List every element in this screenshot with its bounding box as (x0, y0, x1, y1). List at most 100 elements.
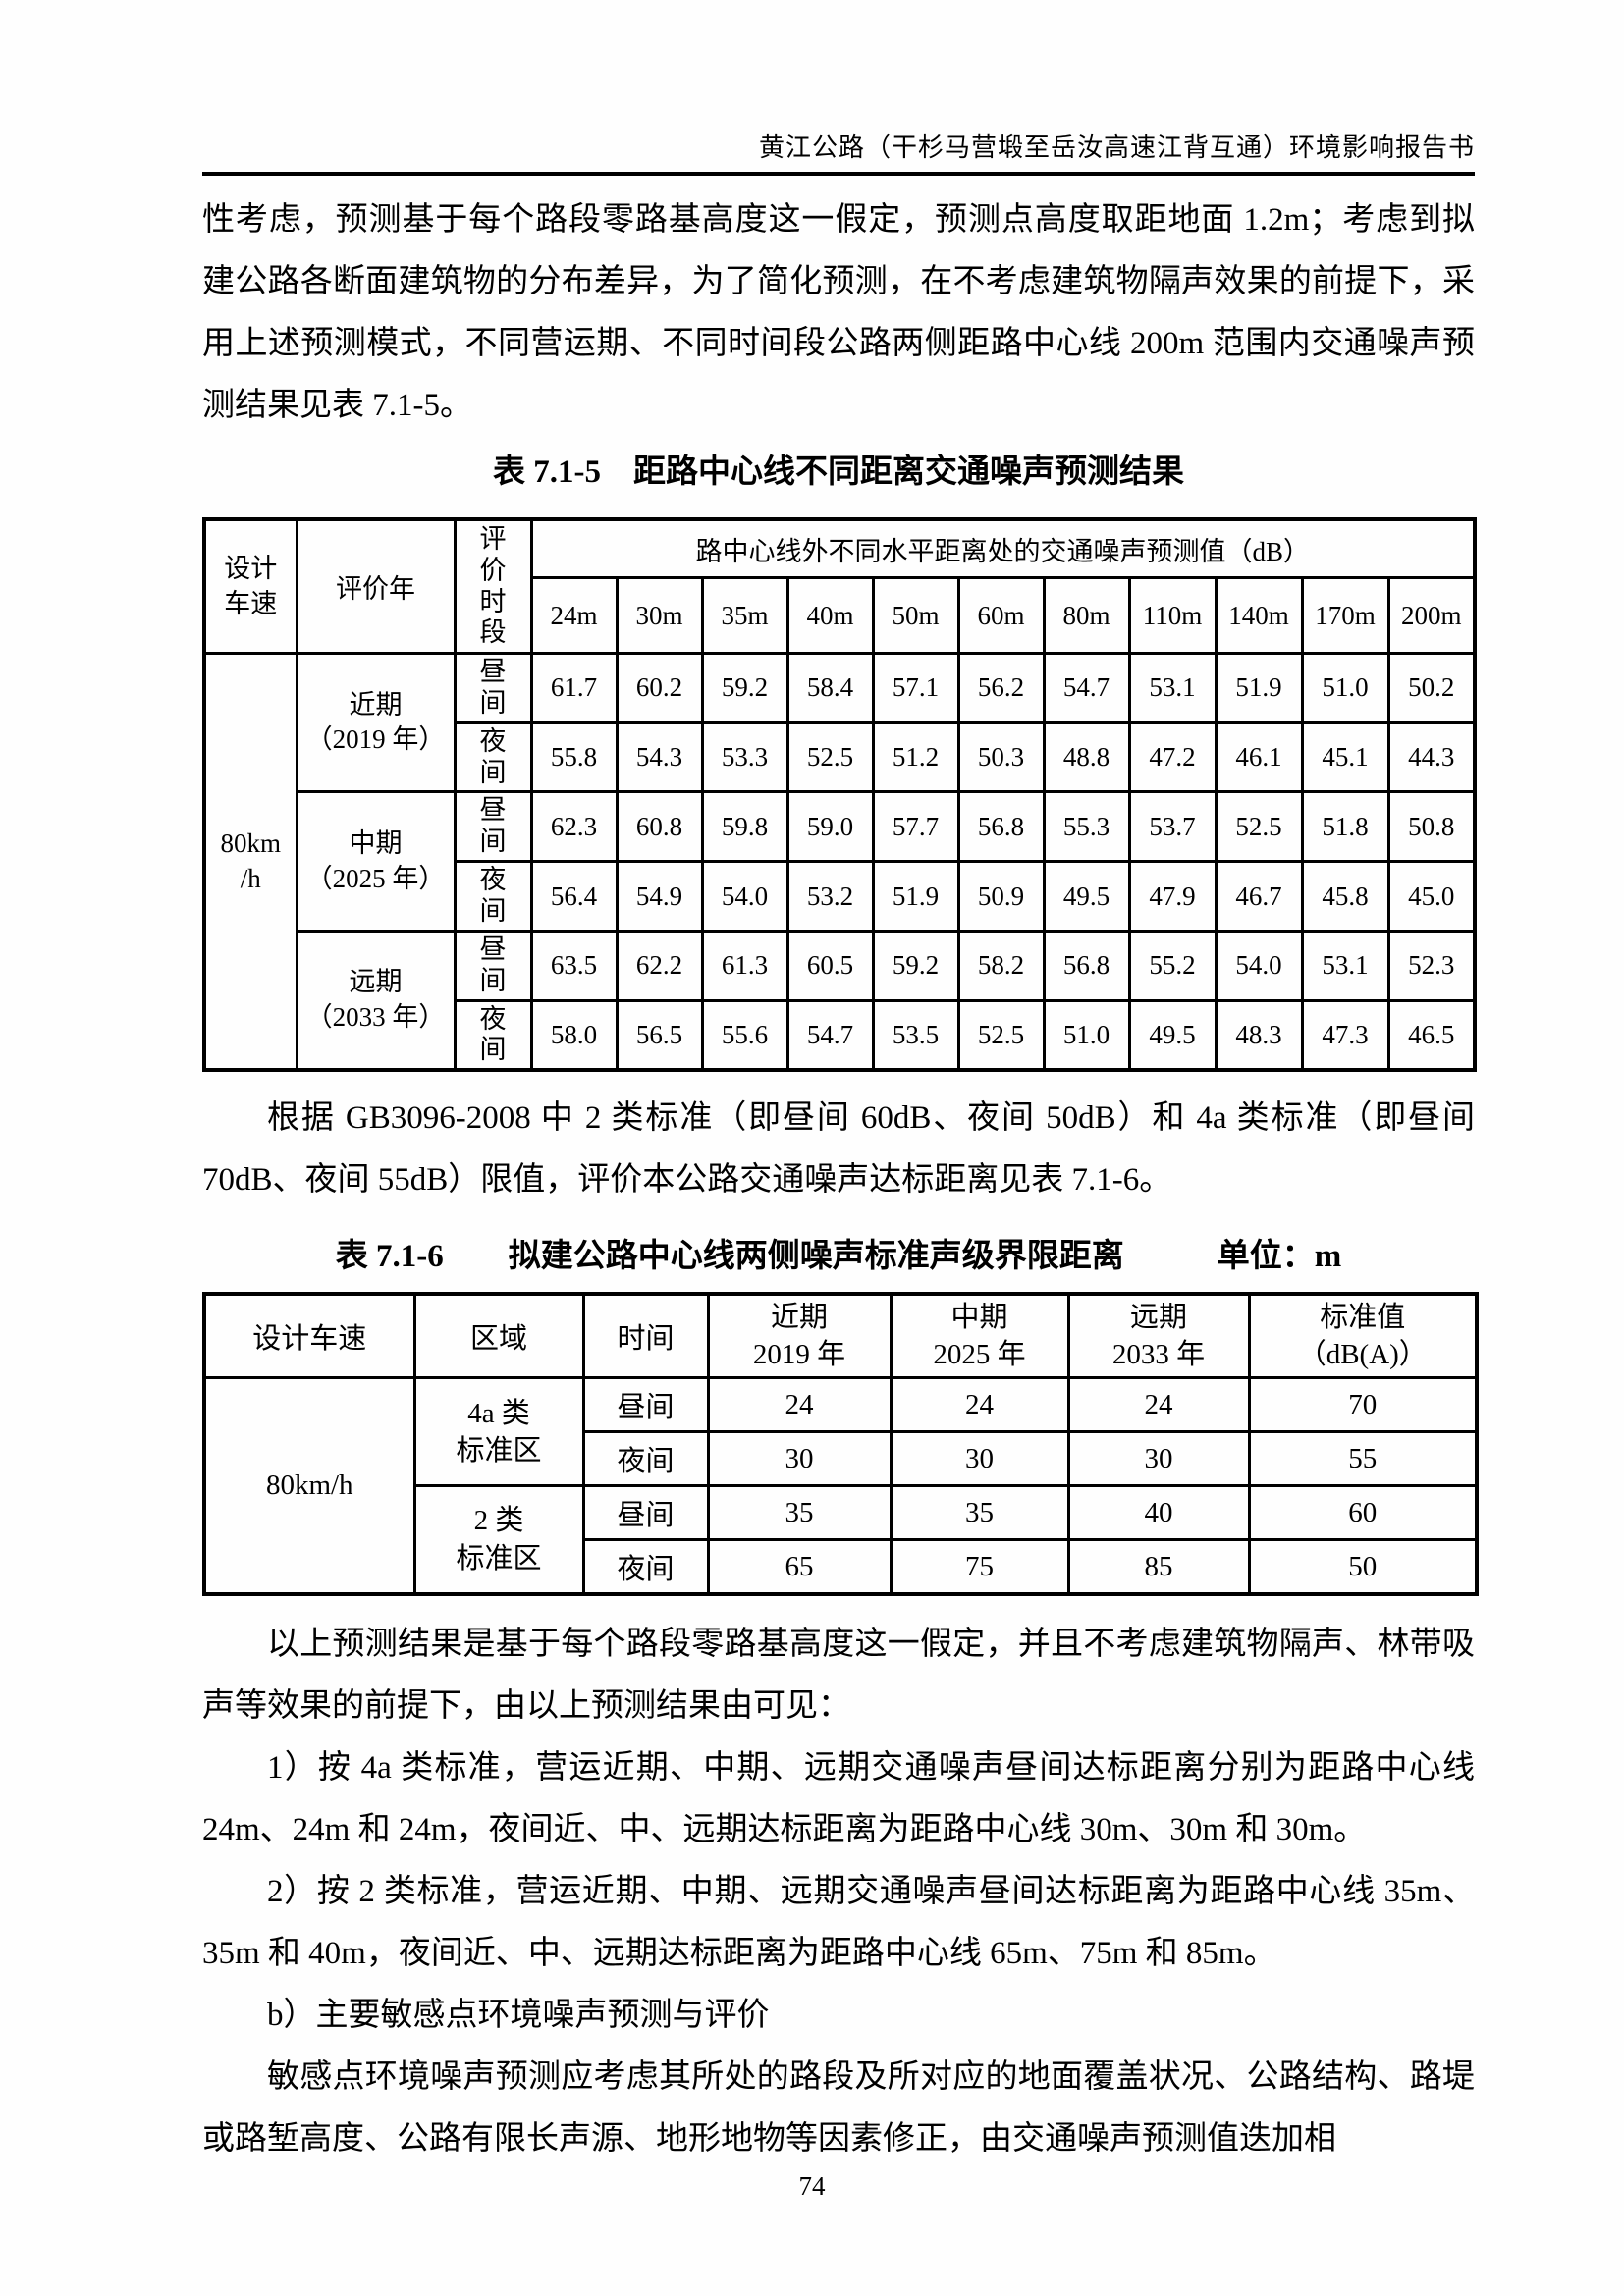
table-cell: 24 (889, 1376, 1070, 1434)
page-number: 74 (798, 2171, 826, 2201)
paragraph-conclusion-intro: 以上预测结果是基于每个路段零路基高度这一假定，并且不考虑建筑物隔声、林带吸声等效… (202, 1626, 1475, 1724)
table-cell: 61.3 (700, 929, 789, 1002)
col-header-distance: 50m (871, 576, 960, 655)
period-night-label: 夜间 (479, 725, 507, 787)
table-cell: 65 (706, 1538, 893, 1596)
table-row-mid-night: 夜间 56.4 54.9 54.0 53.2 51.9 50.9 49.5 47… (204, 860, 1477, 933)
table-cell: 55.3 (1042, 790, 1131, 864)
table-cell: 85 (1066, 1538, 1251, 1596)
table-cell: 55 (1247, 1430, 1479, 1488)
table-cell: 56.8 (956, 790, 1046, 864)
table-cell: 61.7 (529, 652, 619, 724)
table-cell: 54.7 (1042, 652, 1131, 724)
row-header-year-near: 近期 （2019 年） (295, 651, 457, 794)
table-cell: 47.2 (1127, 721, 1218, 794)
table-cell: 52.5 (956, 998, 1046, 1072)
document-header-title: 黄江公路（干杉马营塅至岳汝高速江背互通）环境影响报告书 (758, 133, 1475, 162)
table-cell: 48.3 (1214, 998, 1304, 1072)
row-header-time-night: 夜间 (581, 1538, 710, 1596)
table-cell: 75 (889, 1538, 1070, 1596)
table-cell: 62.2 (615, 929, 704, 1002)
table-row-2-day: 2 类 标准区 昼间 35 35 40 60 (204, 1484, 1479, 1596)
period-night-label: 夜间 (479, 1003, 507, 1065)
table-cell: 58.4 (785, 652, 875, 724)
table2-header-row: 设计车速 区域 时间 近期 2019 年 中期 2025 年 远期 2033 年… (202, 1292, 1479, 1380)
paragraph-sensitive-points: 敏感点环境噪声预测应考虑其所处的路段及所对应的地面覆盖状况、公路结构、路堤或路堑… (202, 2058, 1475, 2157)
col-header-distance: 40m (785, 576, 875, 655)
table-cell: 46.5 (1386, 998, 1477, 1072)
table-cell: 47.9 (1127, 860, 1218, 933)
table-cell: 60.2 (615, 652, 704, 724)
table-cell: 59.0 (785, 790, 875, 864)
col-header-distance: 60m (956, 576, 1046, 655)
col-header-eval-year: 评价年 (295, 517, 457, 655)
eval-period-label: 评价时段 (479, 523, 507, 648)
row-header-zone-2: 2 类 标准区 (412, 1484, 585, 1596)
col-header-mid-term: 中期 2025 年 (889, 1292, 1070, 1380)
col-header-far-term: 远期 2033 年 (1066, 1292, 1251, 1380)
table-cell: 51.9 (871, 860, 960, 933)
table-cell: 45.1 (1300, 721, 1390, 794)
table-cell: 54.0 (700, 860, 789, 933)
table-row-mid-day: 中期 （2025 年） 昼间 62.3 60.8 59.8 59.0 57.7 … (204, 790, 1477, 933)
table-cell: 24 (706, 1376, 893, 1434)
table-row-4a-night: 夜间 30 30 30 55 (204, 1430, 1479, 1488)
table-cell: 63.5 (529, 929, 619, 1002)
table-cell: 58.0 (529, 998, 619, 1072)
row-header-period: 昼间 (453, 652, 533, 724)
table-cell: 50.9 (956, 860, 1046, 933)
row-header-period: 夜间 (453, 860, 533, 933)
col-header-time: 时间 (581, 1292, 710, 1380)
table-cell: 52.5 (785, 721, 875, 794)
table-cell: 50.2 (1386, 652, 1477, 724)
table-cell: 54.3 (615, 721, 704, 794)
col-header-distance: 140m (1214, 576, 1304, 655)
table-cell: 49.5 (1042, 860, 1131, 933)
table-cell: 60.8 (615, 790, 704, 864)
table-cell: 49.5 (1127, 998, 1218, 1072)
table-cell: 55.6 (700, 998, 789, 1072)
table-cell: 51.2 (871, 721, 960, 794)
table-cell: 40 (1066, 1484, 1251, 1542)
table-cell: 52.3 (1386, 929, 1477, 1002)
table-cell: 57.1 (871, 652, 960, 724)
row-header-speed-value: 80km/h (202, 1376, 416, 1596)
table-row-far-night: 夜间 58.0 56.5 55.6 54.7 53.5 52.5 51.0 49… (204, 998, 1477, 1072)
row-header-period: 昼间 (453, 790, 533, 864)
table-row-2-night: 夜间 65 75 85 50 (204, 1538, 1479, 1596)
row-header-period: 昼间 (453, 929, 533, 1002)
table1-title: 表 7.1-5 距路中心线不同距离交通噪声预测结果 (493, 454, 1184, 490)
row-header-year-mid: 中期 （2025 年） (295, 790, 457, 933)
table-cell: 51.0 (1300, 652, 1390, 724)
table-cell: 56.4 (529, 860, 619, 933)
table-cell: 47.3 (1300, 998, 1390, 1072)
col-header-distance: 200m (1386, 576, 1477, 655)
header-rule (202, 172, 1475, 176)
table-cell: 52.5 (1214, 790, 1304, 864)
paragraph-item-1: 1）按 4a 类标准，营运近期、中期、远期交通噪声昼间达标距离分别为距路中心线 … (202, 1749, 1475, 1847)
table-cell: 46.7 (1214, 860, 1304, 933)
table-cell: 51.8 (1300, 790, 1390, 864)
table-cell: 44.3 (1386, 721, 1477, 794)
row-header-time-day: 昼间 (581, 1376, 710, 1434)
table-cell: 46.1 (1214, 721, 1304, 794)
row-header-time-night: 夜间 (581, 1430, 710, 1488)
table-cell: 51.0 (1042, 998, 1131, 1072)
col-header-distance: 80m (1042, 576, 1131, 655)
row-header-zone-4a: 4a 类 标准区 (412, 1376, 585, 1488)
table-cell: 53.1 (1300, 929, 1390, 1002)
table-cell: 45.0 (1386, 860, 1477, 933)
table-cell: 50.3 (956, 721, 1046, 794)
table-cell: 54.0 (1214, 929, 1304, 1002)
table-row-near-night: 夜间 55.8 54.3 53.3 52.5 51.2 50.3 48.8 47… (204, 721, 1477, 794)
table-cell: 70 (1247, 1376, 1479, 1434)
col-header-zone: 区域 (412, 1292, 585, 1380)
period-day-label: 昼间 (479, 795, 507, 857)
table-cell: 59.2 (700, 652, 789, 724)
table-cell: 53.7 (1127, 790, 1218, 864)
table-cell: 60 (1247, 1484, 1479, 1542)
table-cell: 54.9 (615, 860, 704, 933)
col-header-distance: 24m (529, 576, 619, 655)
col-header-distance: 170m (1300, 576, 1390, 655)
